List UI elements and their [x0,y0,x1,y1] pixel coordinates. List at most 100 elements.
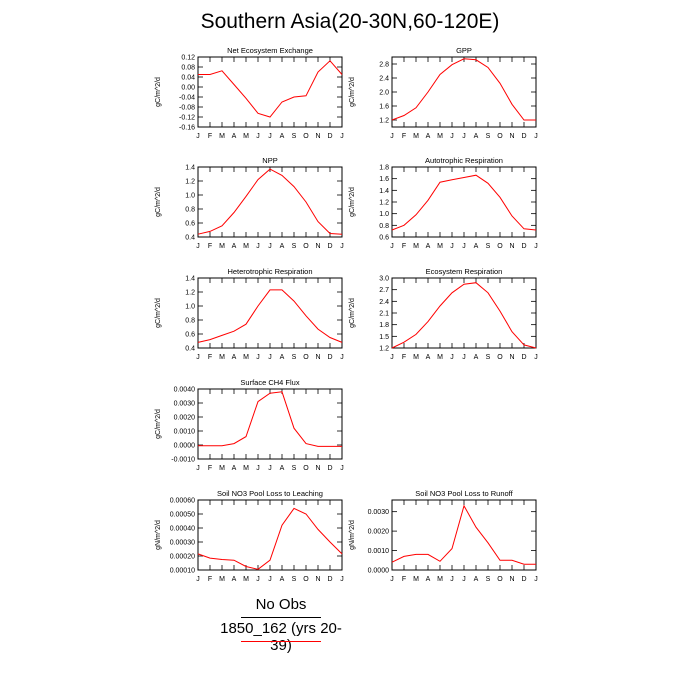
x-tick-label: O [497,354,503,361]
y-tick-label: 1.0 [185,304,195,311]
panel-9: Soil NO3 Pool Loss to Runoff gN/m^2/d 0.00… [349,489,538,583]
x-tick-label: S [292,576,297,583]
x-tick-label: J [450,576,454,583]
y-axis-label: gN/m^2/d [155,520,162,550]
y-tick-label: -0.16 [179,125,195,132]
x-tick-label: M [243,133,249,140]
x-tick-label: N [315,354,320,361]
x-tick-label: J [340,576,344,583]
series-line [198,60,343,118]
y-tick-label: 2.0 [379,90,389,97]
x-tick-label: J [256,465,260,472]
y-tick-label: 1.8 [379,165,389,172]
y-tick-label: -0.04 [179,95,195,102]
x-tick-label: O [497,133,503,140]
page-title: Southern Asia(20-30N,60-120E) [200,10,500,33]
y-tick-label: 1.4 [185,165,195,172]
y-tick-label: 1.0 [379,211,389,218]
y-tick-label: 0.00050 [170,512,195,519]
x-tick-label: F [208,243,212,250]
x-tick-label: J [462,576,466,583]
x-tick-label: N [509,243,514,250]
x-tick-label: J [450,243,454,250]
x-tick-label: M [437,133,443,140]
y-tick-label: 0.4 [185,235,195,242]
y-tick-label: -0.0010 [171,457,195,464]
x-tick-label: D [521,576,526,583]
x-tick-label: A [280,354,285,361]
x-tick-label: J [450,354,454,361]
y-tick-label: 0.00030 [170,540,195,547]
x-tick-label: A [426,133,431,140]
y-axis-label: gN/m^2/d [349,520,356,550]
x-tick-label: J [340,465,344,472]
y-tick-label: 2.1 [379,311,389,318]
x-tick-label: D [327,354,332,361]
series-line [391,58,536,121]
x-tick-label: D [521,133,526,140]
y-tick-label: 3.0 [379,276,389,283]
series-line [391,282,537,349]
y-tick-label: 1.4 [185,276,195,283]
panel-title: Ecosystem Respiration [426,267,503,276]
x-tick-label: F [208,465,212,472]
x-tick-label: J [534,576,538,583]
x-tick-label: J [462,354,466,361]
x-tick-label: D [327,243,332,250]
x-tick-label: A [426,354,431,361]
y-axis-label: gC/m^2/d [155,77,162,107]
x-tick-label: N [509,133,514,140]
x-tick-label: J [268,243,272,250]
series-line [391,174,537,231]
y-tick-label: 0.0030 [368,509,390,516]
x-tick-label: M [437,354,443,361]
x-tick-label: O [303,243,309,250]
y-tick-label: 1.2 [185,290,195,297]
plot-frame [391,56,537,128]
panel-title: GPP [456,46,472,55]
x-tick-label: J [196,243,200,250]
y-tick-label: 0.0010 [368,548,390,555]
plot-frame [391,499,537,571]
x-tick-label: A [280,133,285,140]
x-tick-label: S [292,243,297,250]
x-tick-label: J [462,243,466,250]
x-tick-label: J [256,133,260,140]
x-tick-label: M [219,465,225,472]
x-tick-label: D [327,576,332,583]
x-tick-label: F [402,133,406,140]
panel-1: Net Ecosystem Exchange gC/m^2/d -0.16 -0.12… [155,46,344,140]
plot-frame [391,277,537,349]
x-tick-label: M [413,576,419,583]
x-tick-label: J [534,243,538,250]
x-tick-label: O [303,576,309,583]
x-tick-label: A [474,133,479,140]
panel-7: Surface CH4 Flux gC/m^2/d -0.0010 0.0000 0.0… [155,378,344,472]
x-tick-label: J [462,133,466,140]
y-axis-label: gC/m^2/d [349,77,356,107]
legend-obs-label: No Obs [255,596,307,613]
x-tick-label: M [437,576,443,583]
x-tick-label: N [509,354,514,361]
y-tick-label: -0.12 [179,115,195,122]
panel-4: Autotrophic Respiration gC/m^2/d 0.6 0.8 1.0… [349,156,538,250]
x-tick-label: O [303,133,309,140]
x-tick-label: A [474,576,479,583]
y-tick-label: 0.0000 [174,443,196,450]
y-tick-label: 1.0 [185,193,195,200]
x-tick-label: F [208,133,212,140]
y-tick-label: 0.8 [379,223,389,230]
x-tick-label: M [437,243,443,250]
x-tick-label: M [243,354,249,361]
y-tick-label: 0.6 [185,332,195,339]
x-tick-label: N [315,465,320,472]
x-tick-label: M [243,576,249,583]
legend-obs-line [241,617,321,618]
plot-frame [197,388,343,460]
x-tick-label: J [340,243,344,250]
panel-title: Autotrophic Respiration [425,156,503,165]
y-tick-label: 0.12 [181,55,195,62]
x-tick-label: N [509,576,514,583]
x-tick-label: F [402,354,406,361]
